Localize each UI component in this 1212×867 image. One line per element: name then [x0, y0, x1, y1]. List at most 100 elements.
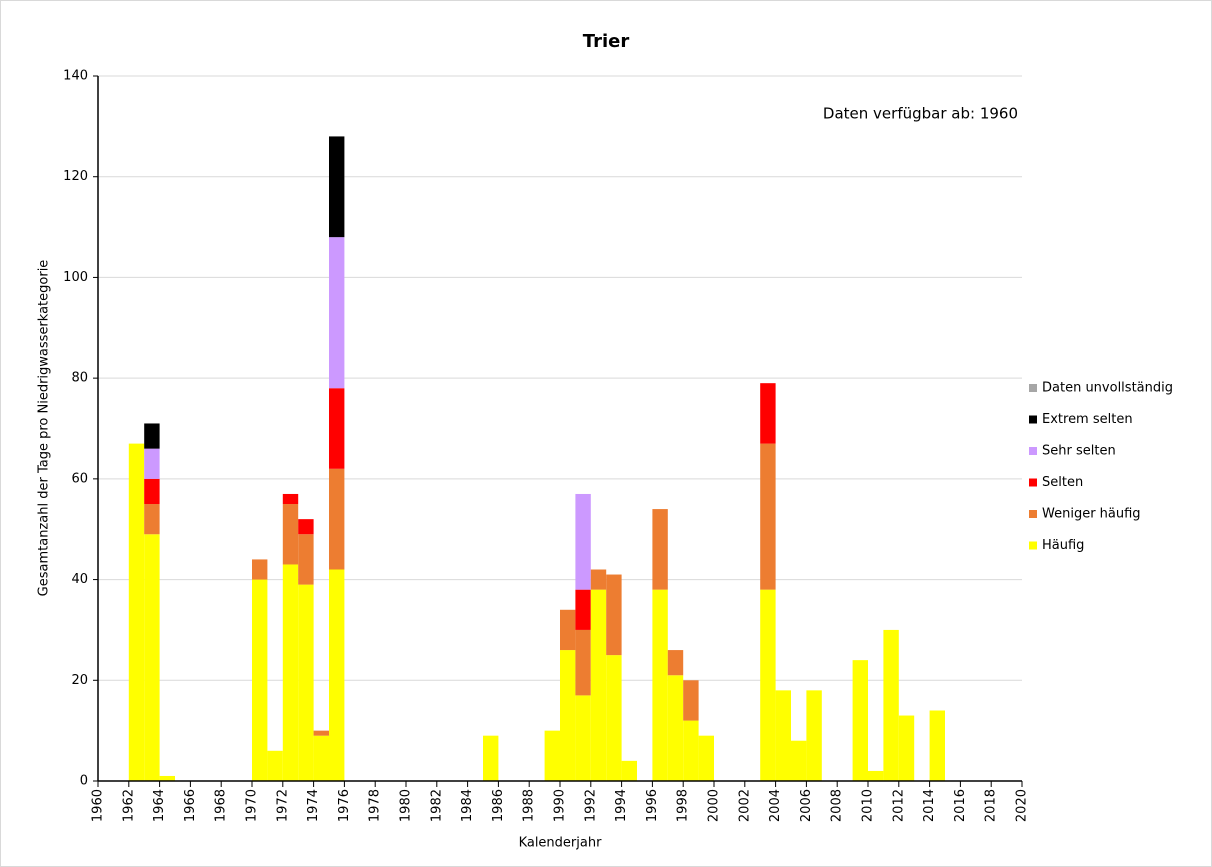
bar-segment: [329, 136, 345, 238]
bar-segment: [144, 478, 160, 505]
bar-segment: [683, 720, 699, 781]
x-tick-label: 2020: [1015, 789, 1030, 822]
bar-segment: [606, 574, 622, 656]
y-tick-label: 60: [71, 471, 88, 486]
x-tick-label: 2012: [891, 789, 906, 822]
x-tick-label: 1968: [214, 789, 229, 822]
legend-swatch: [1029, 510, 1037, 518]
bar-segment: [128, 443, 145, 781]
legend-swatch: [1029, 447, 1037, 455]
bar-segment: [760, 443, 776, 590]
x-tick-label: 2000: [707, 789, 722, 822]
x-tick-label: 1970: [245, 789, 260, 822]
x-tick-label: 2014: [922, 789, 937, 822]
x-tick-label: 1972: [275, 789, 290, 822]
bar-segment: [560, 609, 576, 651]
legend-label: Daten unvollständig: [1042, 381, 1173, 396]
bar-segment: [329, 388, 345, 469]
bar-segment: [652, 589, 668, 781]
y-tick-label: 20: [71, 673, 88, 688]
x-tick-label: 1984: [460, 789, 475, 822]
bar-segment: [313, 735, 329, 781]
bar-segment: [483, 735, 499, 781]
x-tick-label: 1992: [583, 789, 598, 822]
x-tick-label: 2008: [830, 789, 845, 822]
legend-label: Häufig: [1042, 538, 1084, 553]
bar-segment: [267, 750, 283, 781]
x-tick-label: 1994: [614, 789, 629, 822]
bar-segment: [144, 534, 160, 781]
legend-label: Extrem selten: [1042, 412, 1133, 427]
y-tick-label: 100: [63, 270, 88, 285]
bar-segment: [144, 423, 160, 449]
x-tick-label: 2016: [953, 789, 968, 822]
bar-segment: [282, 493, 299, 505]
bar-segment: [760, 383, 776, 444]
bar-segment: [667, 650, 684, 676]
bar-segment: [667, 675, 684, 781]
bar-segment: [298, 519, 314, 535]
y-tick-label: 140: [63, 69, 88, 84]
bar-segment: [329, 468, 345, 570]
legend-label: Selten: [1042, 475, 1083, 490]
x-tick-label: 1982: [429, 789, 444, 822]
x-axis-label: Kalenderjahr: [519, 836, 603, 851]
bar-segment: [560, 650, 576, 781]
x-tick-label: 1960: [91, 789, 106, 822]
x-tick-label: 1980: [399, 789, 414, 822]
bar-segment: [298, 534, 314, 585]
legend-swatch: [1029, 541, 1037, 550]
legend-swatch: [1029, 384, 1037, 392]
legend-swatch: [1029, 478, 1037, 487]
bar-segment: [929, 710, 945, 781]
bar-segment: [852, 660, 868, 781]
bar-segment: [575, 589, 591, 630]
x-tick-label: 1990: [553, 789, 568, 822]
bar-segment: [883, 629, 899, 781]
bar-segment: [575, 493, 591, 590]
bar-segment: [698, 735, 714, 781]
x-tick-label: 1966: [183, 789, 198, 822]
bar-segment: [252, 559, 268, 580]
x-tick-label: 2002: [737, 789, 752, 822]
x-tick-label: 1986: [491, 789, 506, 822]
bar-segment: [144, 448, 160, 479]
annotation: Daten verfügbar ab: 1960: [823, 105, 1018, 123]
x-tick-label: 2006: [799, 789, 814, 822]
x-tick-label: 1998: [676, 789, 691, 822]
bar-segment: [329, 237, 345, 389]
x-tick-label: 2004: [768, 789, 783, 822]
y-tick-label: 40: [71, 572, 88, 587]
bar-segment: [298, 584, 314, 781]
x-tick-label: 1962: [121, 789, 136, 822]
bar-segment: [791, 740, 807, 781]
x-tick-label: 2010: [861, 789, 876, 822]
bar-segment: [621, 760, 637, 781]
x-tick-label: 1976: [337, 789, 352, 822]
legend-label: Weniger häufig: [1042, 507, 1141, 522]
bar-segment: [329, 569, 345, 781]
y-tick-label: 0: [80, 774, 88, 789]
bar-segment: [144, 504, 160, 535]
x-tick-label: 1978: [368, 789, 383, 822]
legend-label: Sehr selten: [1042, 444, 1116, 459]
bar-segment: [775, 690, 791, 781]
y-axis-label: Gesamtanzahl der Tage pro Niedrigwasserk…: [37, 260, 52, 597]
x-tick-label: 1974: [306, 789, 321, 822]
bar-segment: [652, 509, 668, 590]
bar-segment: [760, 589, 776, 781]
bar-segment: [575, 695, 591, 781]
legend-swatch: [1029, 415, 1037, 424]
chart-title: Trier: [583, 31, 630, 52]
bar-segment: [590, 589, 607, 781]
bar-segment: [313, 730, 329, 736]
bar-segment: [252, 579, 268, 781]
bar-segment: [544, 730, 560, 781]
x-tick-label: 1988: [522, 789, 537, 822]
bar-segment: [282, 504, 299, 565]
bar-segment: [868, 770, 884, 781]
y-tick-label: 120: [63, 169, 88, 184]
bar-segment: [806, 690, 822, 781]
bar-segment: [575, 629, 591, 696]
bar-segment: [282, 564, 299, 781]
